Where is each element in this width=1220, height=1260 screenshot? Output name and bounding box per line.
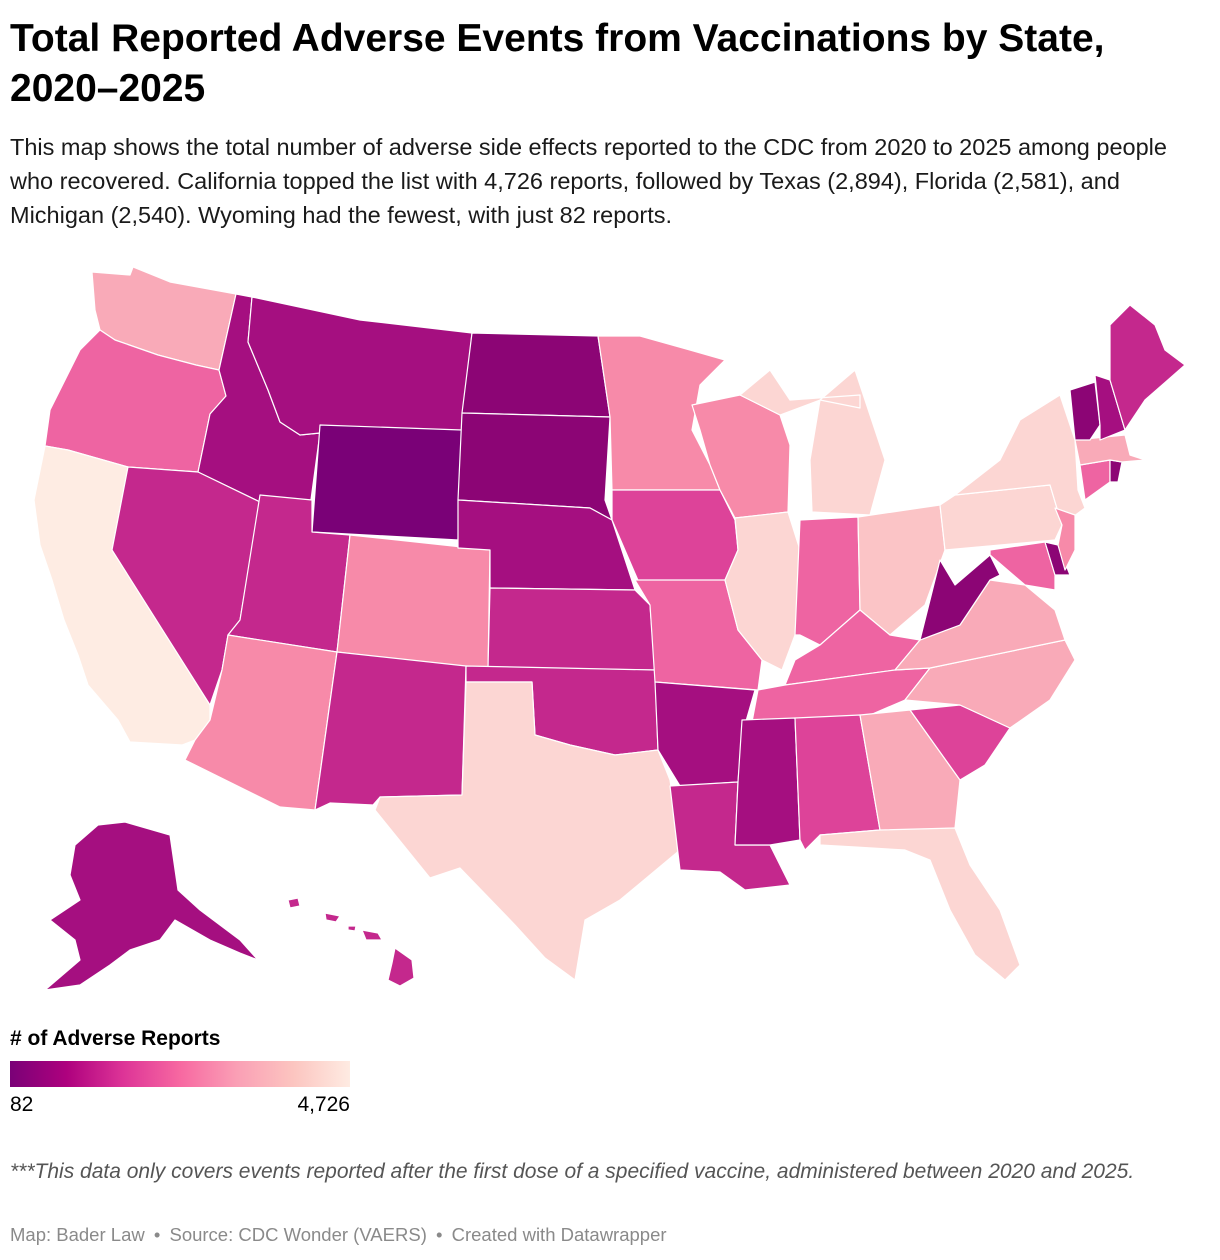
legend-max-label: 4,726 xyxy=(297,1093,350,1116)
state-wyoming[interactable] xyxy=(311,424,463,541)
state-hawaii[interactable] xyxy=(287,897,415,987)
chart-description: This map shows the total number of adver… xyxy=(10,134,1167,228)
legend-min-label: 82 xyxy=(10,1093,34,1116)
state-new-hampshire[interactable] xyxy=(1094,374,1126,441)
map-credit: Map: Bader Law xyxy=(10,1224,145,1245)
state-florida[interactable] xyxy=(819,827,1021,981)
state-connecticut[interactable] xyxy=(1079,459,1111,501)
state-new-jersey[interactable] xyxy=(1054,507,1076,571)
state-south-carolina[interactable] xyxy=(909,704,1011,781)
chart-title: Total Reported Adverse Events from Vacci… xyxy=(10,17,1105,110)
state-maine[interactable] xyxy=(1109,304,1186,431)
state-texas[interactable] xyxy=(374,681,681,981)
state-vermont[interactable] xyxy=(1069,381,1101,441)
legend-title: # of Adverse Reports xyxy=(10,1027,221,1050)
state-rhode-island[interactable] xyxy=(1109,459,1123,483)
state-michigan[interactable] xyxy=(739,369,886,516)
state-north-dakota[interactable] xyxy=(461,332,611,418)
state-new-mexico[interactable] xyxy=(314,651,467,811)
tool-credit: Created with Datawrapper xyxy=(451,1224,667,1245)
source-credit: Source: CDC Wonder (VAERS) xyxy=(169,1224,427,1245)
footnote: ***This data only covers events reported… xyxy=(10,1160,1135,1183)
state-mississippi[interactable] xyxy=(734,717,801,846)
legend-gradient-bar xyxy=(10,1061,350,1087)
separator: • xyxy=(153,1224,161,1245)
state-montana[interactable] xyxy=(247,296,473,436)
separator: • xyxy=(436,1224,443,1245)
credits-footer: Map: Bader Law • Source: CDC Wonder (VAE… xyxy=(10,1224,667,1246)
state-colorado[interactable] xyxy=(336,534,491,671)
state-illinois[interactable] xyxy=(724,511,801,671)
us-choropleth-map xyxy=(33,266,1186,991)
state-alaska[interactable] xyxy=(44,821,259,991)
state-kansas[interactable] xyxy=(487,587,656,671)
state-minnesota[interactable] xyxy=(597,335,726,491)
state-iowa[interactable] xyxy=(611,489,739,586)
state-massachusetts[interactable] xyxy=(1074,434,1146,466)
state-west-virginia[interactable] xyxy=(919,554,1001,641)
state-new-york[interactable] xyxy=(954,394,1086,526)
